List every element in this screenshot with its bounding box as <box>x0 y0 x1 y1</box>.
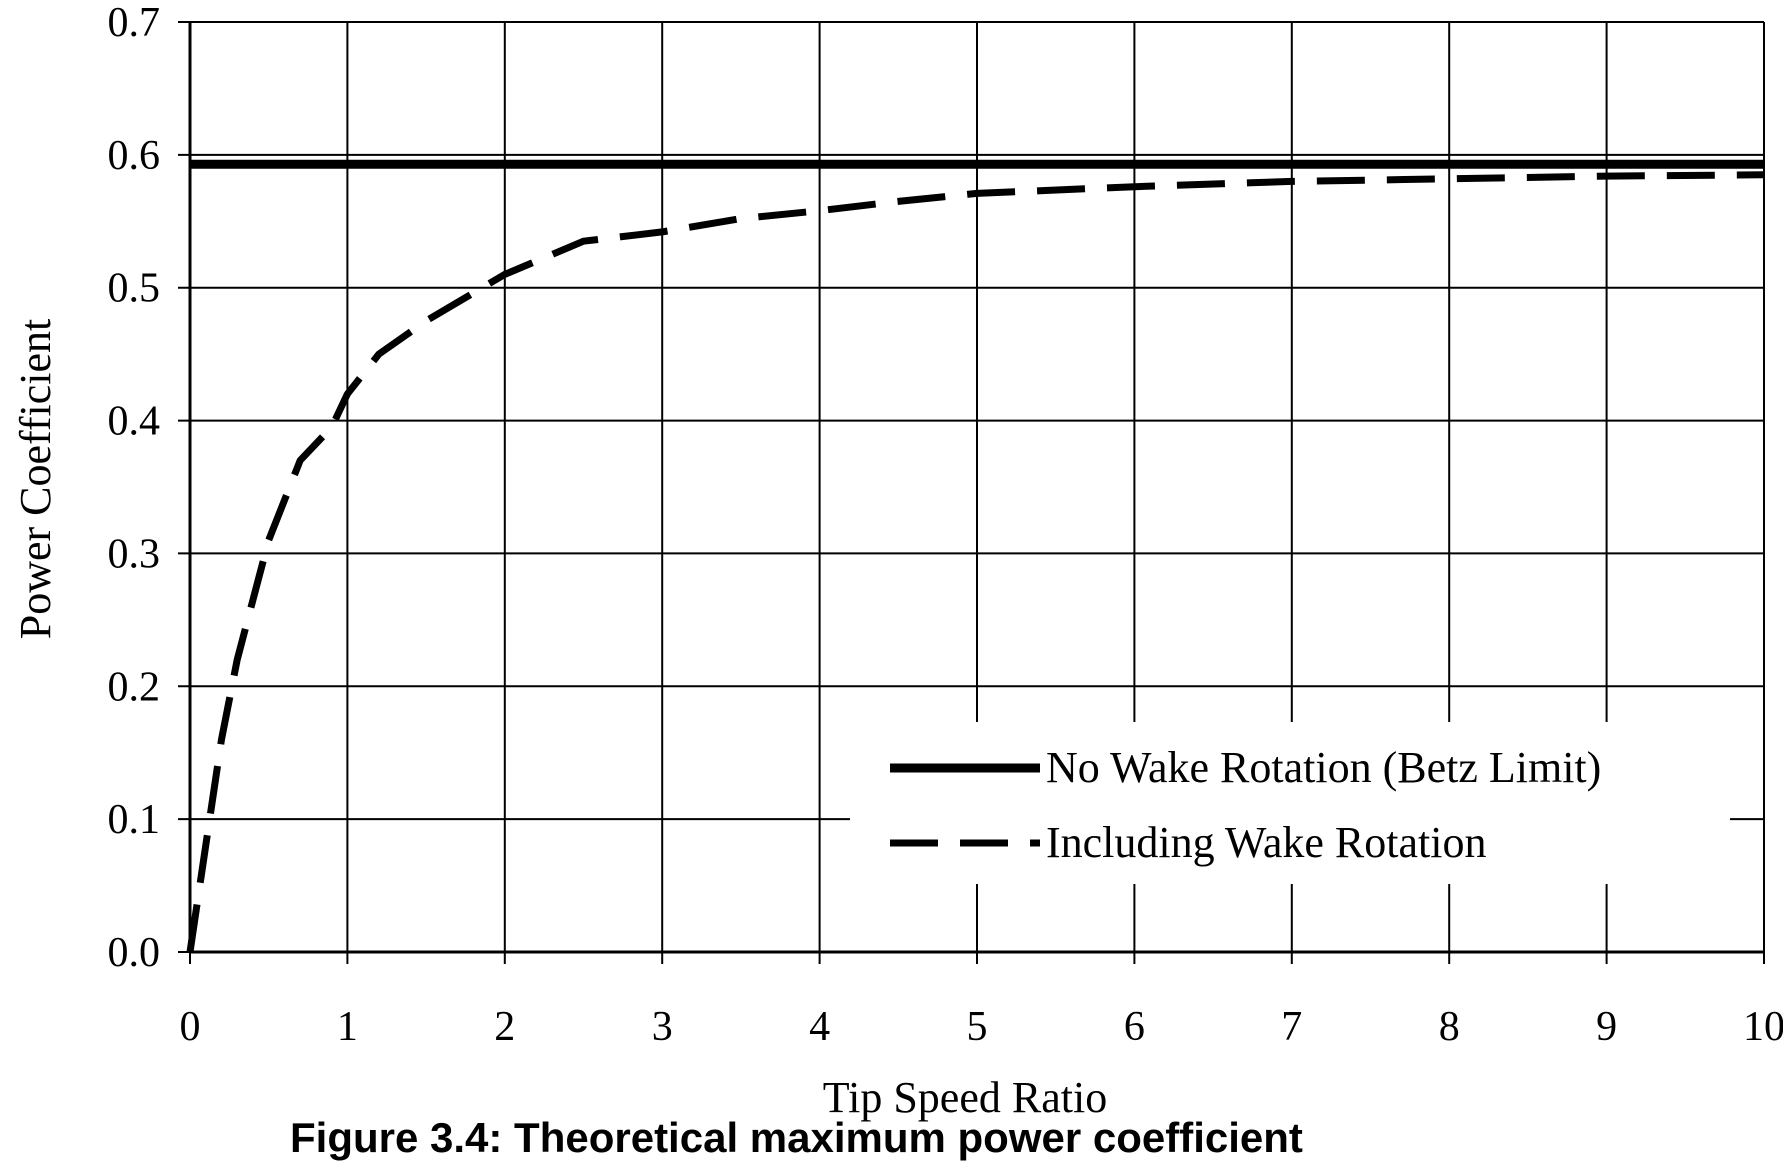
x-tick-label: 5 <box>967 1004 988 1050</box>
y-tick-label: 0.1 <box>108 797 161 843</box>
y-tick-label: 0.3 <box>108 531 161 577</box>
x-tick-label: 7 <box>1281 1004 1302 1050</box>
x-tick-label: 3 <box>652 1004 673 1050</box>
y-tick-label: 0.4 <box>108 399 161 445</box>
axes: 0 1 2 3 4 5 6 7 8 9 10 0.0 0.1 0.2 0.3 0.4 0.5 0.6 0.7 <box>108 0 1783 1050</box>
y-tick-label: 0.6 <box>108 133 161 179</box>
y-axis-title: Power Coefficient <box>11 319 60 640</box>
y-tick-label: 0.0 <box>108 930 161 976</box>
legend-label-betz: No Wake Rotation (Betz Limit) <box>1046 743 1601 792</box>
x-tick-label: 4 <box>809 1004 830 1050</box>
legend-label-wake: Including Wake Rotation <box>1046 818 1486 867</box>
legend: No Wake Rotation (Betz Limit) Including … <box>850 722 1730 884</box>
figure-caption: Figure 3.4: Theoretical maximum power co… <box>290 1114 1303 1162</box>
x-tick-label: 6 <box>1124 1004 1145 1050</box>
x-tick-label: 1 <box>337 1004 358 1050</box>
x-tick-label: 0 <box>180 1004 201 1050</box>
x-tick-label: 8 <box>1439 1004 1460 1050</box>
x-tick-label: 2 <box>494 1004 515 1050</box>
x-tick-label: 10 <box>1743 1004 1783 1050</box>
y-tick-label: 0.7 <box>108 0 161 46</box>
y-tick-label: 0.5 <box>108 266 161 312</box>
y-tick-label: 0.2 <box>108 664 161 710</box>
x-tick-label: 9 <box>1596 1004 1617 1050</box>
